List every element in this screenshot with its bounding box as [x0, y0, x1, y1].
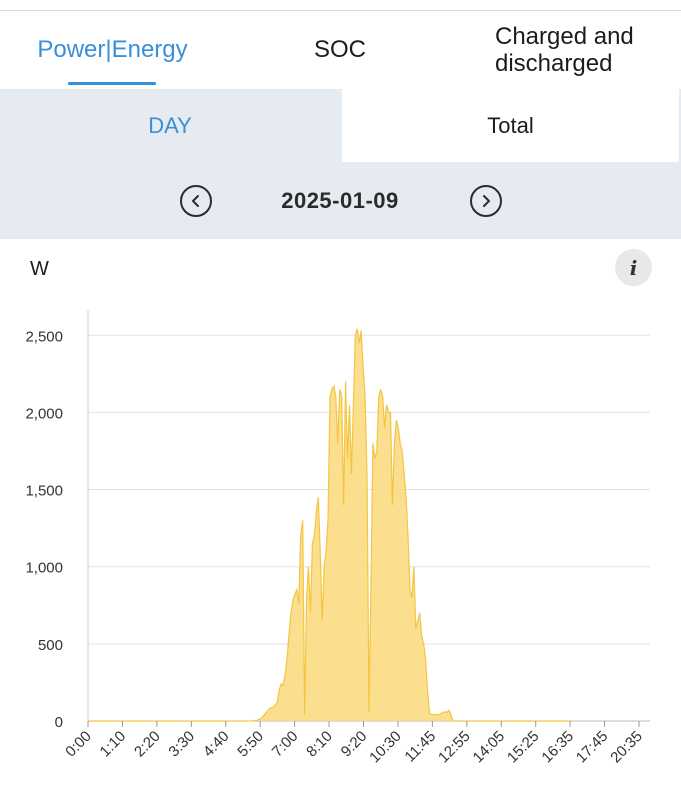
x-tick-label: 8:10: [303, 728, 336, 761]
x-tick-label: 4:40: [200, 728, 233, 761]
range-day-button[interactable]: DAY: [0, 89, 340, 162]
x-tick-label: 17:45: [573, 728, 612, 767]
tab-power-energy[interactable]: Power|Energy: [37, 36, 188, 63]
range-selector: DAY Total: [0, 89, 681, 163]
tab-soc[interactable]: SOC: [313, 36, 366, 63]
date-navigator: 2025-01-09: [0, 163, 681, 239]
series-area: [88, 329, 570, 721]
x-tick-label: 7:00: [269, 728, 302, 761]
x-tick-label: 11:45: [401, 728, 439, 766]
current-date[interactable]: 2025-01-09: [281, 188, 399, 213]
previous-date-button[interactable]: [180, 185, 212, 217]
x-tick-label: 1:10: [97, 728, 130, 761]
chevron-right-icon: [483, 195, 490, 207]
info-icon[interactable]: i: [615, 249, 652, 286]
x-tick-label: 5:50: [234, 728, 267, 761]
tab-charged-label-line1: Charged and: [495, 23, 634, 50]
y-tick-label: 500: [38, 637, 63, 654]
chart-unit-label: W: [30, 258, 49, 280]
y-tick-label: 1,500: [25, 483, 63, 500]
x-tick-label: 12:55: [435, 728, 474, 767]
x-tick-label: 15:25: [504, 728, 543, 767]
x-tick-label: 0:00: [62, 728, 95, 761]
y-tick-label: 2,500: [25, 328, 63, 345]
y-tick-label: 2,000: [25, 405, 63, 422]
x-tick-label: 3:30: [165, 728, 198, 761]
x-tick-label: 16:35: [538, 728, 577, 767]
y-tick-label: 1,000: [25, 560, 63, 577]
range-total-button[interactable]: Total: [342, 89, 680, 162]
x-tick-label: 14:05: [470, 728, 509, 767]
x-tick-label: 10:30: [366, 728, 405, 767]
main-tabs: Power|Energy SOC Charged and discharged: [0, 11, 681, 89]
y-tick-label: 0: [55, 714, 63, 731]
tab-charged-label-line2: discharged: [495, 50, 613, 77]
x-tick-label: 9:20: [338, 728, 371, 761]
active-tab-indicator: [68, 82, 156, 85]
tab-charged-discharged[interactable]: Charged and discharged: [455, 11, 681, 89]
top-divider: [0, 10, 681, 11]
series-line: [88, 328, 570, 722]
x-tick-label: 20:35: [607, 728, 646, 767]
next-date-button[interactable]: [470, 185, 502, 217]
chevron-left-icon: [192, 195, 199, 207]
x-tick-label: 2:20: [131, 728, 164, 761]
